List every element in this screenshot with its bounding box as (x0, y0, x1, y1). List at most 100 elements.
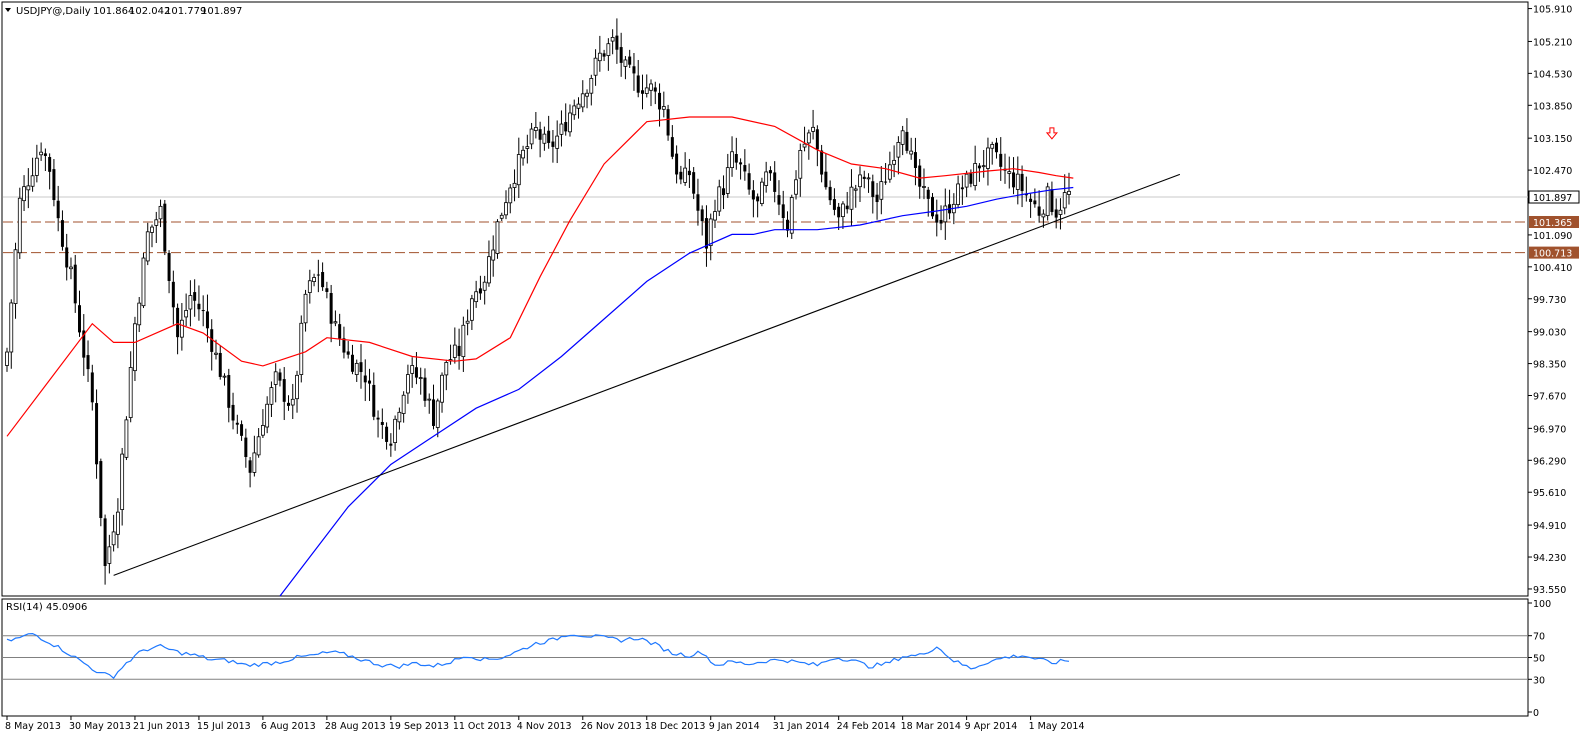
date-tick-label: 19 Sep 2013 (389, 721, 449, 732)
ohlc-open: 101.864 (93, 6, 134, 17)
candle-body-up (730, 151, 734, 169)
candle-body-down (278, 372, 282, 381)
candle-body-up (725, 167, 730, 194)
ohlc-low: 101.779 (165, 6, 206, 17)
candle-body-up (469, 298, 474, 321)
price-tick-label: 102.470 (1533, 166, 1572, 177)
candle-body-down (739, 162, 743, 165)
date-tick-label: 6 Aug 2013 (261, 721, 316, 732)
candle-body-down (845, 205, 849, 210)
candle-body-up (111, 531, 116, 546)
rsi-tick-label: 100 (1533, 599, 1551, 610)
fast-ma-line (6, 116, 1074, 437)
candle-body-down (286, 402, 290, 406)
candle-body-up (789, 197, 794, 234)
candle-body-down (95, 403, 99, 465)
candle-body-up (525, 146, 530, 149)
candle-body-down (862, 176, 866, 179)
candle-body-up (410, 365, 415, 374)
candle-body-up (1058, 209, 1063, 215)
candle-body-up (887, 164, 892, 180)
candle-body-down (666, 109, 670, 136)
candle-body-up (269, 387, 274, 405)
candle-body-up (440, 374, 444, 403)
date-tick-label: 4 Nov 2013 (517, 721, 572, 732)
candle-body-up (141, 257, 146, 307)
candle-body-up (150, 226, 154, 233)
candle-body-up (879, 181, 884, 200)
candle-body-up (973, 163, 978, 187)
price-tick-label: 101.090 (1533, 231, 1572, 242)
candle-body-down (65, 247, 69, 268)
candle-body-up (559, 123, 564, 135)
date-tick-label: 1 May 2014 (1029, 721, 1085, 732)
candle-body-up (107, 546, 112, 564)
candle-body-up (593, 57, 598, 76)
candle-body-up (956, 183, 960, 205)
candle-body-down (385, 426, 389, 442)
candle-body-up (69, 266, 73, 270)
candle-body-down (602, 53, 606, 57)
price-tick-label: 99.030 (1533, 328, 1566, 339)
candle-body-down (197, 303, 201, 310)
candle-body-down (1024, 193, 1028, 196)
candle-body-down (773, 172, 777, 192)
candle-body-down (913, 152, 917, 168)
candle-body-up (572, 105, 577, 116)
candle-body-down (346, 351, 350, 355)
candle-body-up (333, 321, 338, 324)
candle-body-down (414, 367, 418, 378)
candle-body-down (918, 165, 922, 187)
candle-body-down (704, 218, 708, 249)
candle-body-up (661, 106, 666, 110)
candle-body-up (841, 203, 845, 218)
rsi-title: RSI(14) 45.0906 (6, 602, 87, 613)
candle-body-down (1029, 198, 1033, 202)
date-tick-label: 18 Dec 2013 (645, 721, 706, 732)
chart-menu-triangle-icon[interactable] (5, 8, 11, 12)
candle-body-down (837, 206, 841, 218)
candle-body-up (981, 165, 986, 168)
candle-body-down (218, 352, 222, 377)
candle-body-down (756, 196, 760, 202)
candle-body-down (653, 87, 657, 92)
candle-body-down (227, 375, 231, 408)
date-tick-label: 9 Jan 2014 (709, 721, 760, 732)
candle-body-down (201, 310, 205, 312)
candle-body-down (432, 399, 435, 426)
candle-body-up (124, 419, 129, 458)
candle-body-down (176, 307, 180, 338)
candle-body-down (999, 153, 1003, 167)
candle-body-down (969, 173, 973, 184)
candle-body-up (491, 249, 496, 261)
candle-body-up (806, 132, 811, 144)
candle-body-up (273, 371, 278, 385)
price-tick-label: 103.150 (1533, 134, 1572, 145)
candle-body-down (687, 170, 691, 176)
candle-body-up (922, 186, 926, 188)
date-tick-label: 31 Jan 2014 (773, 721, 830, 732)
candle-body-up (555, 135, 560, 149)
candle-body-down (60, 220, 64, 247)
candle-body-up (853, 188, 858, 191)
candle-body-down (372, 384, 376, 417)
candle-body-down (768, 170, 772, 174)
candle-body-up (154, 219, 159, 226)
candle-body-up (303, 293, 308, 324)
price-tick-label: 96.290 (1533, 456, 1566, 467)
support-level-label: 100.713 (1533, 249, 1572, 260)
candle-body-up (120, 453, 125, 510)
candle-body-up (299, 322, 304, 375)
candle-body-up (34, 157, 39, 176)
candle-body-down (86, 355, 90, 370)
current-price-label: 101.897 (1533, 193, 1572, 204)
slow-ma-line (279, 186, 1074, 597)
support-level-tag (1529, 246, 1579, 259)
candle-body-up (900, 130, 905, 145)
candle-body-down (815, 129, 819, 150)
down-arrow-icon (1045, 127, 1058, 140)
support-level-label: 101.365 (1533, 218, 1572, 229)
candle-body-down (551, 141, 555, 147)
candle-body-down (828, 186, 832, 201)
candle-body-down (931, 197, 935, 217)
